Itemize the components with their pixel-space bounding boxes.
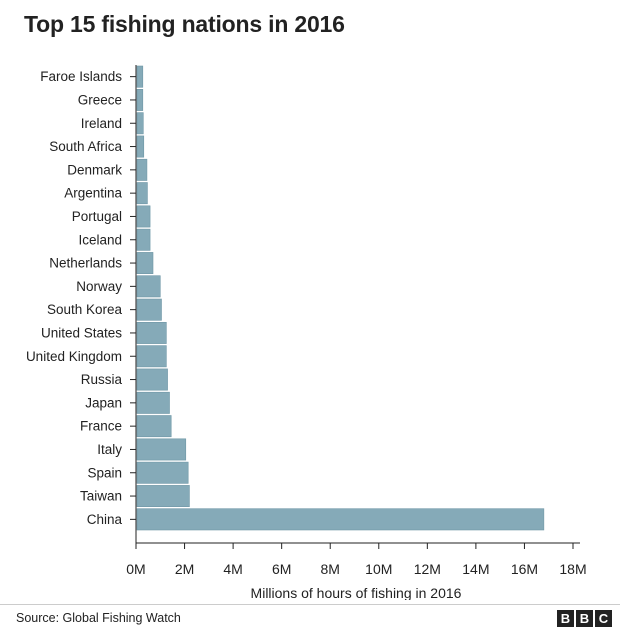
bar-ireland [136, 112, 144, 135]
category-label: France [80, 419, 122, 434]
bar-greece [136, 89, 144, 111]
category-label: United States [41, 325, 122, 340]
bar-portugal [136, 205, 151, 228]
category-label: Taiwan [80, 489, 122, 504]
category-label: Japan [85, 395, 122, 410]
category-label: Spain [87, 465, 122, 480]
category-label: Ireland [81, 116, 122, 131]
category-label: Argentina [64, 186, 122, 201]
bar-denmark [136, 158, 148, 181]
x-ticks-group: 0M 2M 4M 6M 8M 10M 12M 14M 16M 18M [126, 543, 587, 577]
category-label: South Africa [49, 139, 122, 154]
x-tick-label: 16M [511, 561, 538, 577]
category-label: Russia [81, 372, 123, 387]
bar-chart: Faroe Islands Greece Ireland South Africa De… [26, 65, 587, 600]
category-label: Portugal [72, 209, 122, 224]
x-tick-label: 12M [414, 561, 441, 577]
chart-title: Top 15 fishing nations in 2016 [24, 11, 345, 37]
bar-united-kingdom [136, 345, 167, 368]
category-label: Italy [97, 442, 122, 457]
category-label: China [87, 512, 123, 527]
x-tick-label: 4M [223, 561, 242, 577]
x-tick-label: 8M [320, 561, 339, 577]
bars-group [136, 65, 545, 531]
source-note: Source: Global Fishing Watch [16, 611, 181, 625]
category-label: Norway [76, 279, 122, 294]
bbc-logo-letter: C [595, 610, 612, 627]
bar-netherlands [136, 252, 154, 274]
category-label: South Korea [47, 302, 123, 317]
bbc-logo-letter: B [557, 610, 574, 627]
bar-iceland [136, 228, 151, 251]
x-axis-label: Millions of hours of fishing in 2016 [251, 585, 462, 600]
category-label: Denmark [67, 162, 122, 177]
category-label: Netherlands [49, 256, 122, 271]
bar-south-africa [136, 135, 145, 158]
y-ticks-group [130, 76, 136, 520]
x-tick-label: 18M [559, 561, 586, 577]
category-label: Faroe Islands [40, 69, 122, 84]
bar-united-states [136, 321, 167, 344]
bar-taiwan [136, 485, 190, 507]
bar-china [136, 508, 545, 531]
bbc-logo: B B C [557, 610, 612, 627]
category-label: Greece [78, 92, 122, 107]
bar-argentina [136, 182, 148, 205]
bar-faroe-islands [136, 65, 144, 88]
bar-russia [136, 368, 168, 391]
category-label: United Kingdom [26, 349, 122, 364]
bbc-logo-letter: B [576, 610, 593, 627]
footer-divider [0, 604, 620, 605]
category-labels-group: Faroe Islands Greece Ireland South Africa De… [26, 69, 123, 527]
bar-france [136, 415, 172, 438]
x-tick-label: 10M [365, 561, 392, 577]
x-tick-label: 6M [272, 561, 291, 577]
x-tick-label: 14M [462, 561, 489, 577]
bar-japan [136, 391, 170, 414]
category-label: Iceland [78, 232, 122, 247]
x-tick-label: 2M [175, 561, 194, 577]
x-tick-label: 0M [126, 561, 145, 577]
bar-italy [136, 438, 187, 461]
bar-spain [136, 461, 189, 484]
bar-south-korea [136, 298, 162, 321]
bar-norway [136, 275, 161, 298]
